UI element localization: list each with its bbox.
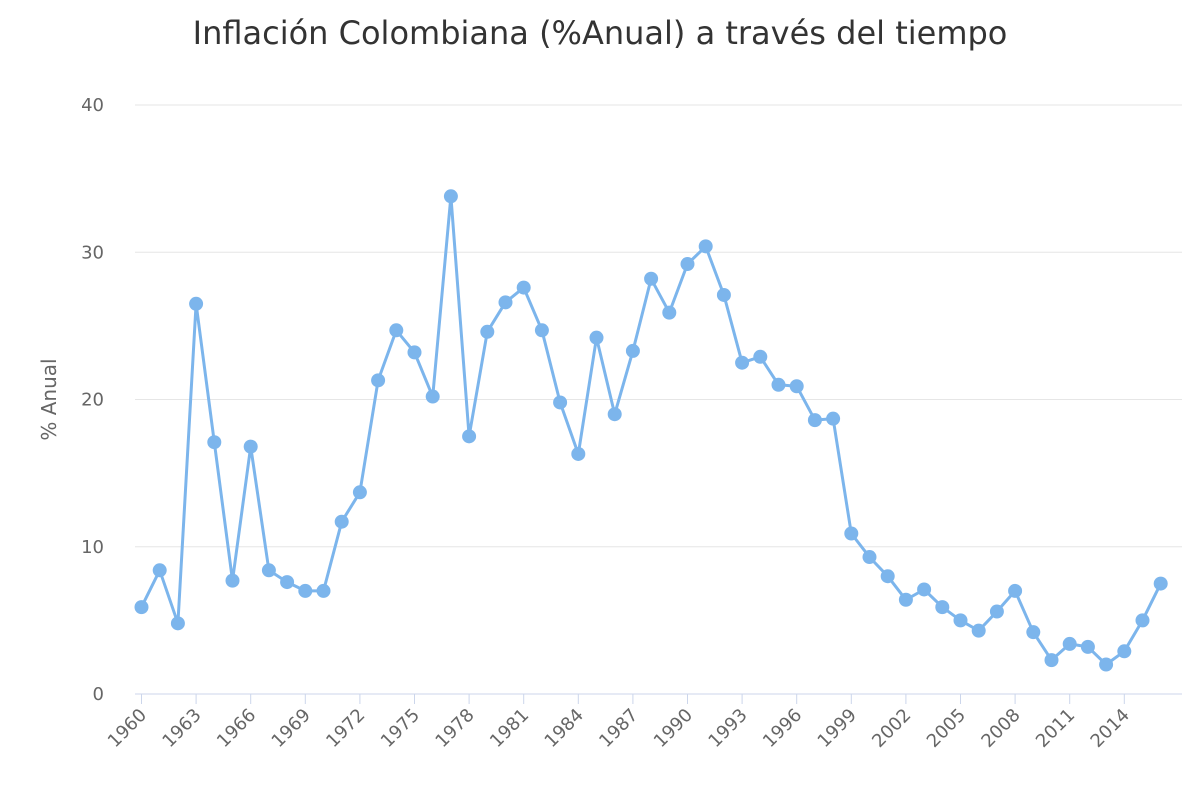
data-point-2000[interactable]	[862, 550, 877, 565]
grid-lines	[135, 104, 1182, 548]
data-point-1968[interactable]	[280, 575, 295, 590]
x-tick-label: 1981	[486, 705, 533, 752]
series-line	[140, 194, 1163, 666]
x-tick-label: 1969	[268, 705, 315, 752]
x-tick-label: 1999	[814, 705, 861, 752]
data-point-2005[interactable]	[953, 613, 968, 628]
x-tick-label: 1993	[704, 705, 751, 752]
y-tick-label: 10	[81, 537, 104, 558]
data-point-1975[interactable]	[407, 345, 422, 360]
data-point-1993[interactable]	[735, 355, 750, 370]
data-point-1964[interactable]	[207, 435, 222, 450]
data-point-1974[interactable]	[389, 323, 404, 338]
data-point-2008[interactable]	[1008, 583, 1023, 598]
data-point-2011[interactable]	[1062, 636, 1077, 651]
data-point-1981[interactable]	[516, 280, 531, 295]
data-point-2004[interactable]	[935, 600, 950, 615]
data-point-1990[interactable]	[680, 257, 695, 272]
x-tick-label: 1978	[431, 705, 478, 752]
data-point-2007[interactable]	[989, 604, 1004, 619]
x-tick-label: 2002	[868, 705, 915, 752]
x-tick-label: 1972	[322, 705, 369, 752]
data-point-1973[interactable]	[371, 373, 386, 388]
data-point-2016[interactable]	[1153, 576, 1168, 591]
data-point-1986[interactable]	[607, 407, 622, 422]
data-point-1969[interactable]	[298, 583, 313, 598]
x-tick-label: 1987	[595, 705, 642, 752]
data-point-2015[interactable]	[1135, 613, 1150, 628]
data-point-1994[interactable]	[753, 349, 768, 364]
x-tick-label: 1966	[213, 705, 260, 752]
y-tick-label: 30	[81, 242, 104, 263]
y-tick-label: 0	[93, 684, 104, 705]
data-point-2014[interactable]	[1117, 644, 1132, 659]
x-axis: 1960 1963 1966 1969 1972 1975 1978 1981 1984 1987…	[104, 693, 1182, 752]
data-point-1992[interactable]	[716, 287, 731, 302]
series-layer	[134, 189, 1168, 672]
x-tick-label: 1975	[377, 705, 424, 752]
data-point-1972[interactable]	[352, 485, 367, 500]
x-tick-label: 1963	[158, 705, 205, 752]
data-point-1987[interactable]	[625, 343, 640, 358]
data-point-1979[interactable]	[480, 324, 495, 339]
x-tick-label: 2008	[977, 705, 1024, 752]
data-point-2013[interactable]	[1099, 657, 1114, 672]
x-tick-label: 1960	[104, 705, 151, 752]
data-point-1970[interactable]	[316, 583, 331, 598]
data-point-1999[interactable]	[844, 526, 859, 541]
data-point-1962[interactable]	[170, 616, 185, 631]
data-point-2002[interactable]	[898, 592, 913, 607]
data-point-2012[interactable]	[1080, 639, 1095, 654]
data-point-1998[interactable]	[826, 411, 841, 426]
data-point-1996[interactable]	[789, 379, 804, 394]
data-point-2001[interactable]	[880, 569, 895, 584]
data-point-1978[interactable]	[462, 429, 477, 444]
y-tick-label: 20	[81, 390, 104, 411]
chart-title: Inflación Colombiana (%Anual) a través d…	[192, 14, 1008, 52]
y-axis-ticks: 0 10 20 30 40	[81, 95, 104, 705]
data-point-2009[interactable]	[1026, 625, 1041, 640]
data-point-1966[interactable]	[243, 439, 258, 454]
data-point-2006[interactable]	[971, 623, 986, 638]
x-tick-label: 1984	[541, 705, 588, 752]
data-point-1967[interactable]	[261, 563, 276, 578]
x-tick-label: 2005	[923, 705, 970, 752]
data-point-1960[interactable]	[134, 600, 149, 615]
y-axis-title: % Anual	[37, 358, 61, 440]
data-point-1971[interactable]	[334, 514, 349, 529]
data-point-1985[interactable]	[589, 330, 604, 345]
data-point-1991[interactable]	[698, 239, 713, 254]
data-point-1977[interactable]	[443, 189, 458, 204]
data-point-1989[interactable]	[662, 305, 677, 320]
data-point-1963[interactable]	[189, 296, 204, 311]
x-tick-label: 1990	[650, 705, 697, 752]
data-point-1961[interactable]	[152, 563, 167, 578]
data-point-1995[interactable]	[771, 377, 786, 392]
data-point-1984[interactable]	[571, 446, 586, 461]
y-tick-label: 40	[81, 95, 104, 116]
x-tick-label: 1996	[759, 705, 806, 752]
data-point-2003[interactable]	[917, 582, 932, 597]
x-tick-label: 2011	[1032, 705, 1079, 752]
data-point-2010[interactable]	[1044, 653, 1059, 668]
data-point-1980[interactable]	[498, 295, 513, 310]
data-point-1988[interactable]	[644, 271, 659, 286]
data-point-1965[interactable]	[225, 573, 240, 588]
data-point-1976[interactable]	[425, 389, 440, 404]
data-point-1982[interactable]	[534, 323, 549, 338]
x-tick-label: 2014	[1087, 705, 1134, 752]
data-point-1997[interactable]	[807, 413, 822, 428]
data-point-1983[interactable]	[553, 395, 568, 410]
